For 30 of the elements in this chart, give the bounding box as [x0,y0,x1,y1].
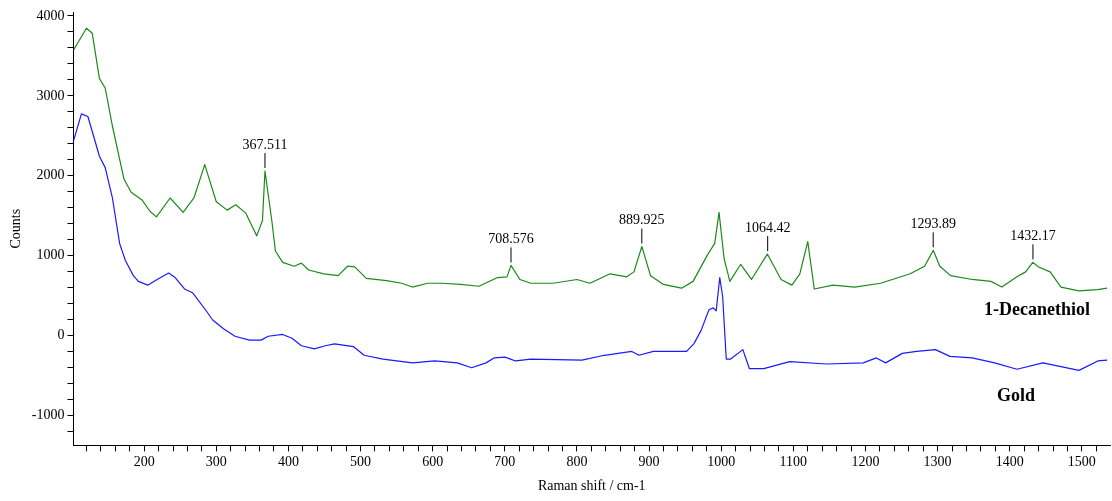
y-axis-title: Counts [8,208,24,249]
x-tick-label: 900 [638,454,660,470]
x-tick-label: 800 [566,454,588,470]
series-label: 1-Decanethiol [984,298,1090,319]
y-tick-label: 0 [57,327,65,343]
annotation: 708.576 [488,231,534,247]
x-tick-label: 1200 [851,454,880,470]
annotation: 1432.17 [1010,228,1056,244]
x-tick-label: 1400 [995,454,1024,470]
series-label: Gold [996,384,1035,405]
x-tick-label: 1000 [707,454,736,470]
x-axis-title: Raman shift / cm-1 [537,478,646,494]
x-tick-label: 400 [277,454,299,470]
x-tick-label: 1100 [779,454,808,470]
y-tick-label: -1000 [31,407,65,423]
x-tick-label: 1500 [1067,454,1096,470]
y-tick-label: 2000 [36,167,65,183]
annotation: 367.511 [242,136,288,152]
annotation: 889.925 [619,212,665,228]
y-tick-label: 4000 [36,7,65,23]
annotation: 1293.89 [910,215,956,231]
x-tick-label: 1300 [923,454,952,470]
x-tick-label: 300 [205,454,227,470]
annotation: 1064.42 [744,219,791,235]
y-tick-label: 3000 [36,87,65,103]
x-tick-label: 200 [133,454,155,470]
x-tick-label: 600 [422,454,444,470]
y-tick-label: 1000 [36,247,65,263]
x-tick-label: 500 [350,454,372,470]
x-tick-label: 700 [494,454,516,470]
